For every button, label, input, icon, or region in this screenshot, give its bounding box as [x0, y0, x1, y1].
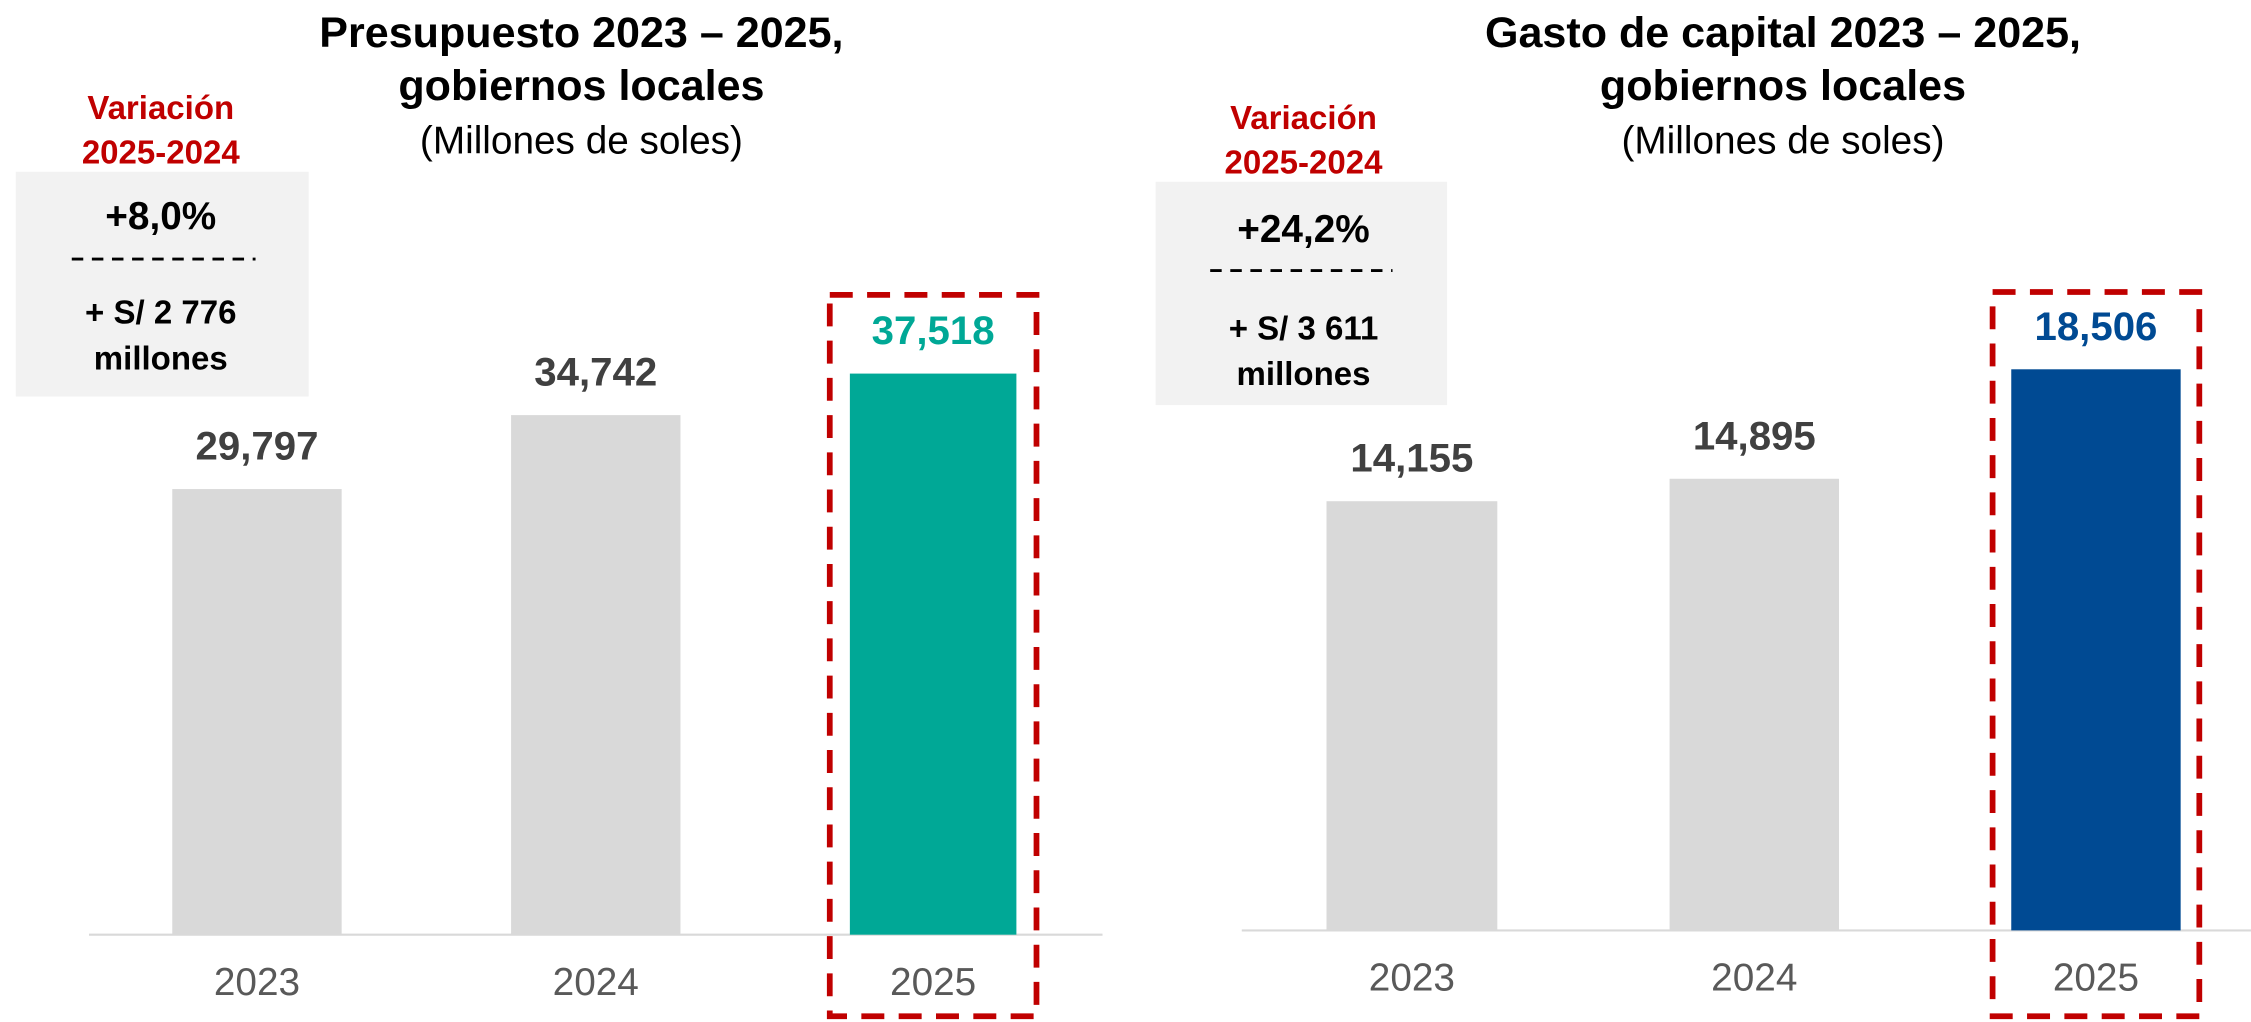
annotation-box — [15, 171, 309, 397]
chart-subtitle: (Millones de soles) — [1622, 119, 1945, 162]
x-tick-label: 2023 — [1369, 957, 1455, 1000]
annotation-text: millones — [94, 339, 228, 376]
chart-title: gobiernos locales — [398, 62, 764, 110]
x-tick-label: 2025 — [2053, 957, 2139, 1000]
highlight-frame — [1989, 289, 2203, 1020]
value-label: 18,506 — [2034, 304, 2157, 349]
annotation-title: Variación — [1230, 99, 1377, 136]
bar — [1326, 501, 1498, 931]
value-label: 14,895 — [1693, 413, 1816, 458]
value-label: 34,742 — [534, 350, 657, 395]
annotation-text: + S/ 3 611 — [1229, 309, 1379, 346]
bar — [849, 373, 1017, 935]
x-tick-label: 2024 — [1711, 957, 1797, 1000]
bar — [2011, 369, 2181, 931]
annotation-title: Variación — [87, 89, 234, 126]
annotation-text: + S/ 2 776 — [85, 294, 236, 331]
value-label: 29,797 — [196, 424, 319, 469]
bar — [1669, 478, 1839, 931]
bar — [511, 415, 681, 935]
bar — [172, 489, 342, 935]
x-tick-label: 2023 — [214, 961, 300, 1004]
annotation-text: +24,2% — [1237, 208, 1369, 251]
value-label: 14,155 — [1350, 436, 1473, 481]
annotation-text: +8,0% — [105, 195, 216, 238]
chart-title: Presupuesto 2023 – 2025, — [319, 9, 843, 57]
annotation-title: 2025-2024 — [82, 133, 241, 170]
highlight-frame — [826, 292, 1040, 1020]
chart-title: gobiernos locales — [1600, 62, 1966, 110]
value-label: 37,518 — [872, 308, 995, 353]
annotation-title: 2025-2024 — [1225, 143, 1384, 180]
chart-subtitle: (Millones de soles) — [420, 119, 743, 162]
x-tick-label: 2024 — [553, 961, 639, 1004]
chart-title: Gasto de capital 2023 – 2025, — [1485, 9, 2081, 57]
annotation-text: millones — [1237, 355, 1371, 392]
x-tick-label: 2025 — [890, 961, 976, 1004]
annotation-box — [1155, 181, 1448, 406]
